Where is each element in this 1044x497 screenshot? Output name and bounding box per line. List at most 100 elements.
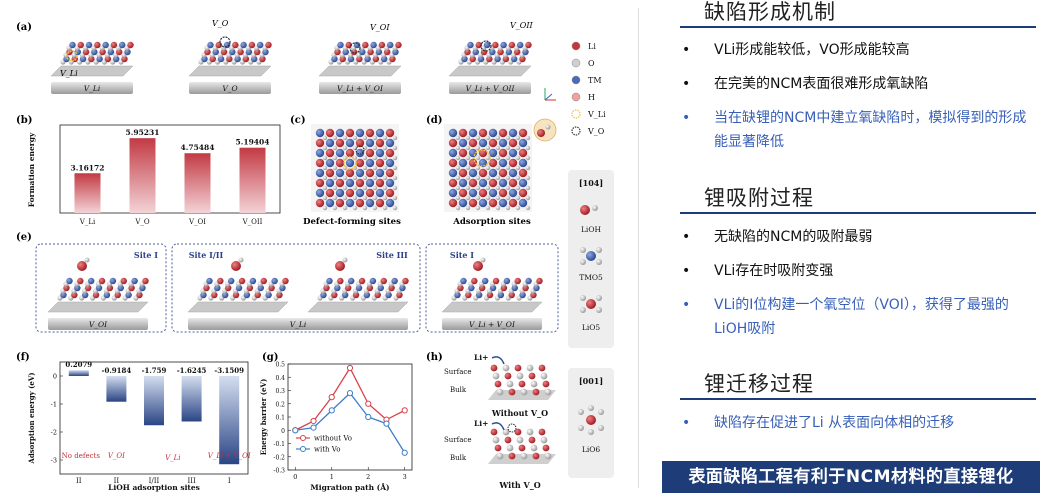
bullet-text: 缺陷存在促进了Li 从表面向体相的迁移	[714, 415, 955, 431]
with-vo-label: With V_O	[498, 480, 540, 490]
o-atom	[480, 257, 486, 263]
structure-label: TMO5	[579, 273, 603, 282]
li-atom	[508, 388, 516, 396]
bar	[106, 376, 127, 402]
tm-atom	[251, 55, 258, 63]
data-point	[310, 417, 317, 425]
o-atom	[578, 425, 584, 431]
bar-value-label: -0.9184	[102, 366, 132, 375]
y-tick-label: -0.1	[273, 441, 285, 448]
slab-label: V_Li	[84, 84, 101, 93]
bar	[144, 376, 164, 426]
annot-vli-a: V_Li	[60, 69, 78, 78]
o-atom	[332, 155, 338, 161]
slab-base	[307, 301, 409, 313]
li-atom	[71, 291, 78, 299]
li-atom	[104, 55, 112, 63]
bar-value-label: 5.95231	[126, 128, 160, 137]
li-atom	[356, 55, 363, 63]
annot-voii-a: V_OII	[510, 21, 533, 30]
li-atom	[365, 128, 375, 138]
o-atom	[505, 175, 511, 181]
tm-atom	[243, 291, 251, 299]
o-atom	[332, 185, 338, 191]
tm-atom	[497, 291, 505, 299]
li-atom	[128, 284, 135, 292]
bar	[219, 376, 240, 465]
o-atom	[525, 205, 531, 211]
bullet-text: VLi的Ⅰ位构建一个氧空位（VOⅠ），获得了最强的LiOH吸附	[714, 297, 1009, 337]
legend-swatch	[571, 58, 581, 68]
y-tick-label: 0.1	[275, 415, 285, 422]
li-atom	[448, 198, 458, 208]
y-tick-label: 0.4	[275, 375, 285, 382]
o-atom	[392, 185, 398, 191]
tm-atom	[345, 178, 355, 188]
tm-atom	[511, 55, 518, 63]
tm-atom	[125, 291, 132, 299]
tm-atom	[325, 158, 335, 168]
li-atom	[498, 148, 508, 158]
tm-atom	[334, 284, 341, 292]
li-atom	[110, 41, 118, 49]
li-atom	[82, 48, 90, 56]
slab-label-plate	[319, 82, 401, 94]
tm-atom	[365, 198, 375, 208]
bullet-text: 无缺陷的NCM的吸附最弱	[714, 229, 873, 245]
x-tick-label: V_O	[134, 218, 150, 226]
li-atom	[335, 198, 345, 208]
li-atom	[226, 55, 233, 63]
bullet-dot: •	[682, 76, 691, 92]
tm-atom	[131, 277, 138, 285]
o-atom	[495, 195, 501, 201]
li-atom	[339, 55, 346, 63]
o-atom	[495, 165, 501, 171]
slab-label: V_Li + V_OI	[469, 320, 516, 329]
li-atom	[508, 41, 516, 49]
li-atom	[500, 284, 508, 292]
li-atom	[448, 158, 458, 168]
section-title-defect: 缺陷形成机制	[704, 0, 836, 24]
li-atom	[352, 291, 360, 299]
li-atom	[88, 55, 95, 63]
tm-atom	[478, 158, 488, 168]
x-tick-label: 3	[403, 473, 407, 481]
li-atom	[478, 168, 488, 178]
migration-arrow	[491, 422, 505, 431]
li-atom	[276, 291, 283, 299]
x-tick-label: I/II	[149, 477, 160, 485]
li-atom	[231, 261, 241, 271]
li-atom	[248, 41, 256, 49]
o-atom	[544, 452, 552, 460]
tm-atom	[472, 48, 479, 56]
tm-atom	[385, 178, 395, 188]
o-atom	[332, 205, 338, 211]
o-atom	[342, 195, 348, 201]
o-atom	[495, 205, 501, 211]
vli-marker	[473, 149, 491, 167]
li-atom	[486, 55, 493, 63]
legend-label: V_O	[587, 127, 605, 136]
section-title-adsorption: 锂吸附过程	[704, 186, 814, 210]
slab-label-plate	[51, 82, 133, 94]
li-atom	[395, 41, 402, 49]
tm-atom	[245, 48, 253, 56]
o-atom	[322, 165, 328, 171]
o-atom	[392, 175, 398, 181]
o-atom	[352, 205, 358, 211]
o-atom	[502, 428, 510, 436]
o-atom	[362, 205, 368, 211]
slab-label: V_OI	[89, 320, 108, 329]
tm-atom	[355, 188, 365, 198]
tm-atom	[88, 277, 95, 285]
panel-c-title: Defect-forming sites	[303, 217, 401, 227]
li-atom	[458, 188, 468, 198]
tm-atom	[91, 48, 98, 56]
li-atom	[530, 291, 537, 299]
bar-value-label: 4.75484	[181, 143, 215, 152]
legend-swatch	[571, 109, 581, 119]
li-atom	[519, 55, 526, 63]
o-atom	[455, 145, 461, 151]
li-atom	[492, 277, 500, 285]
li-atom	[480, 48, 488, 56]
